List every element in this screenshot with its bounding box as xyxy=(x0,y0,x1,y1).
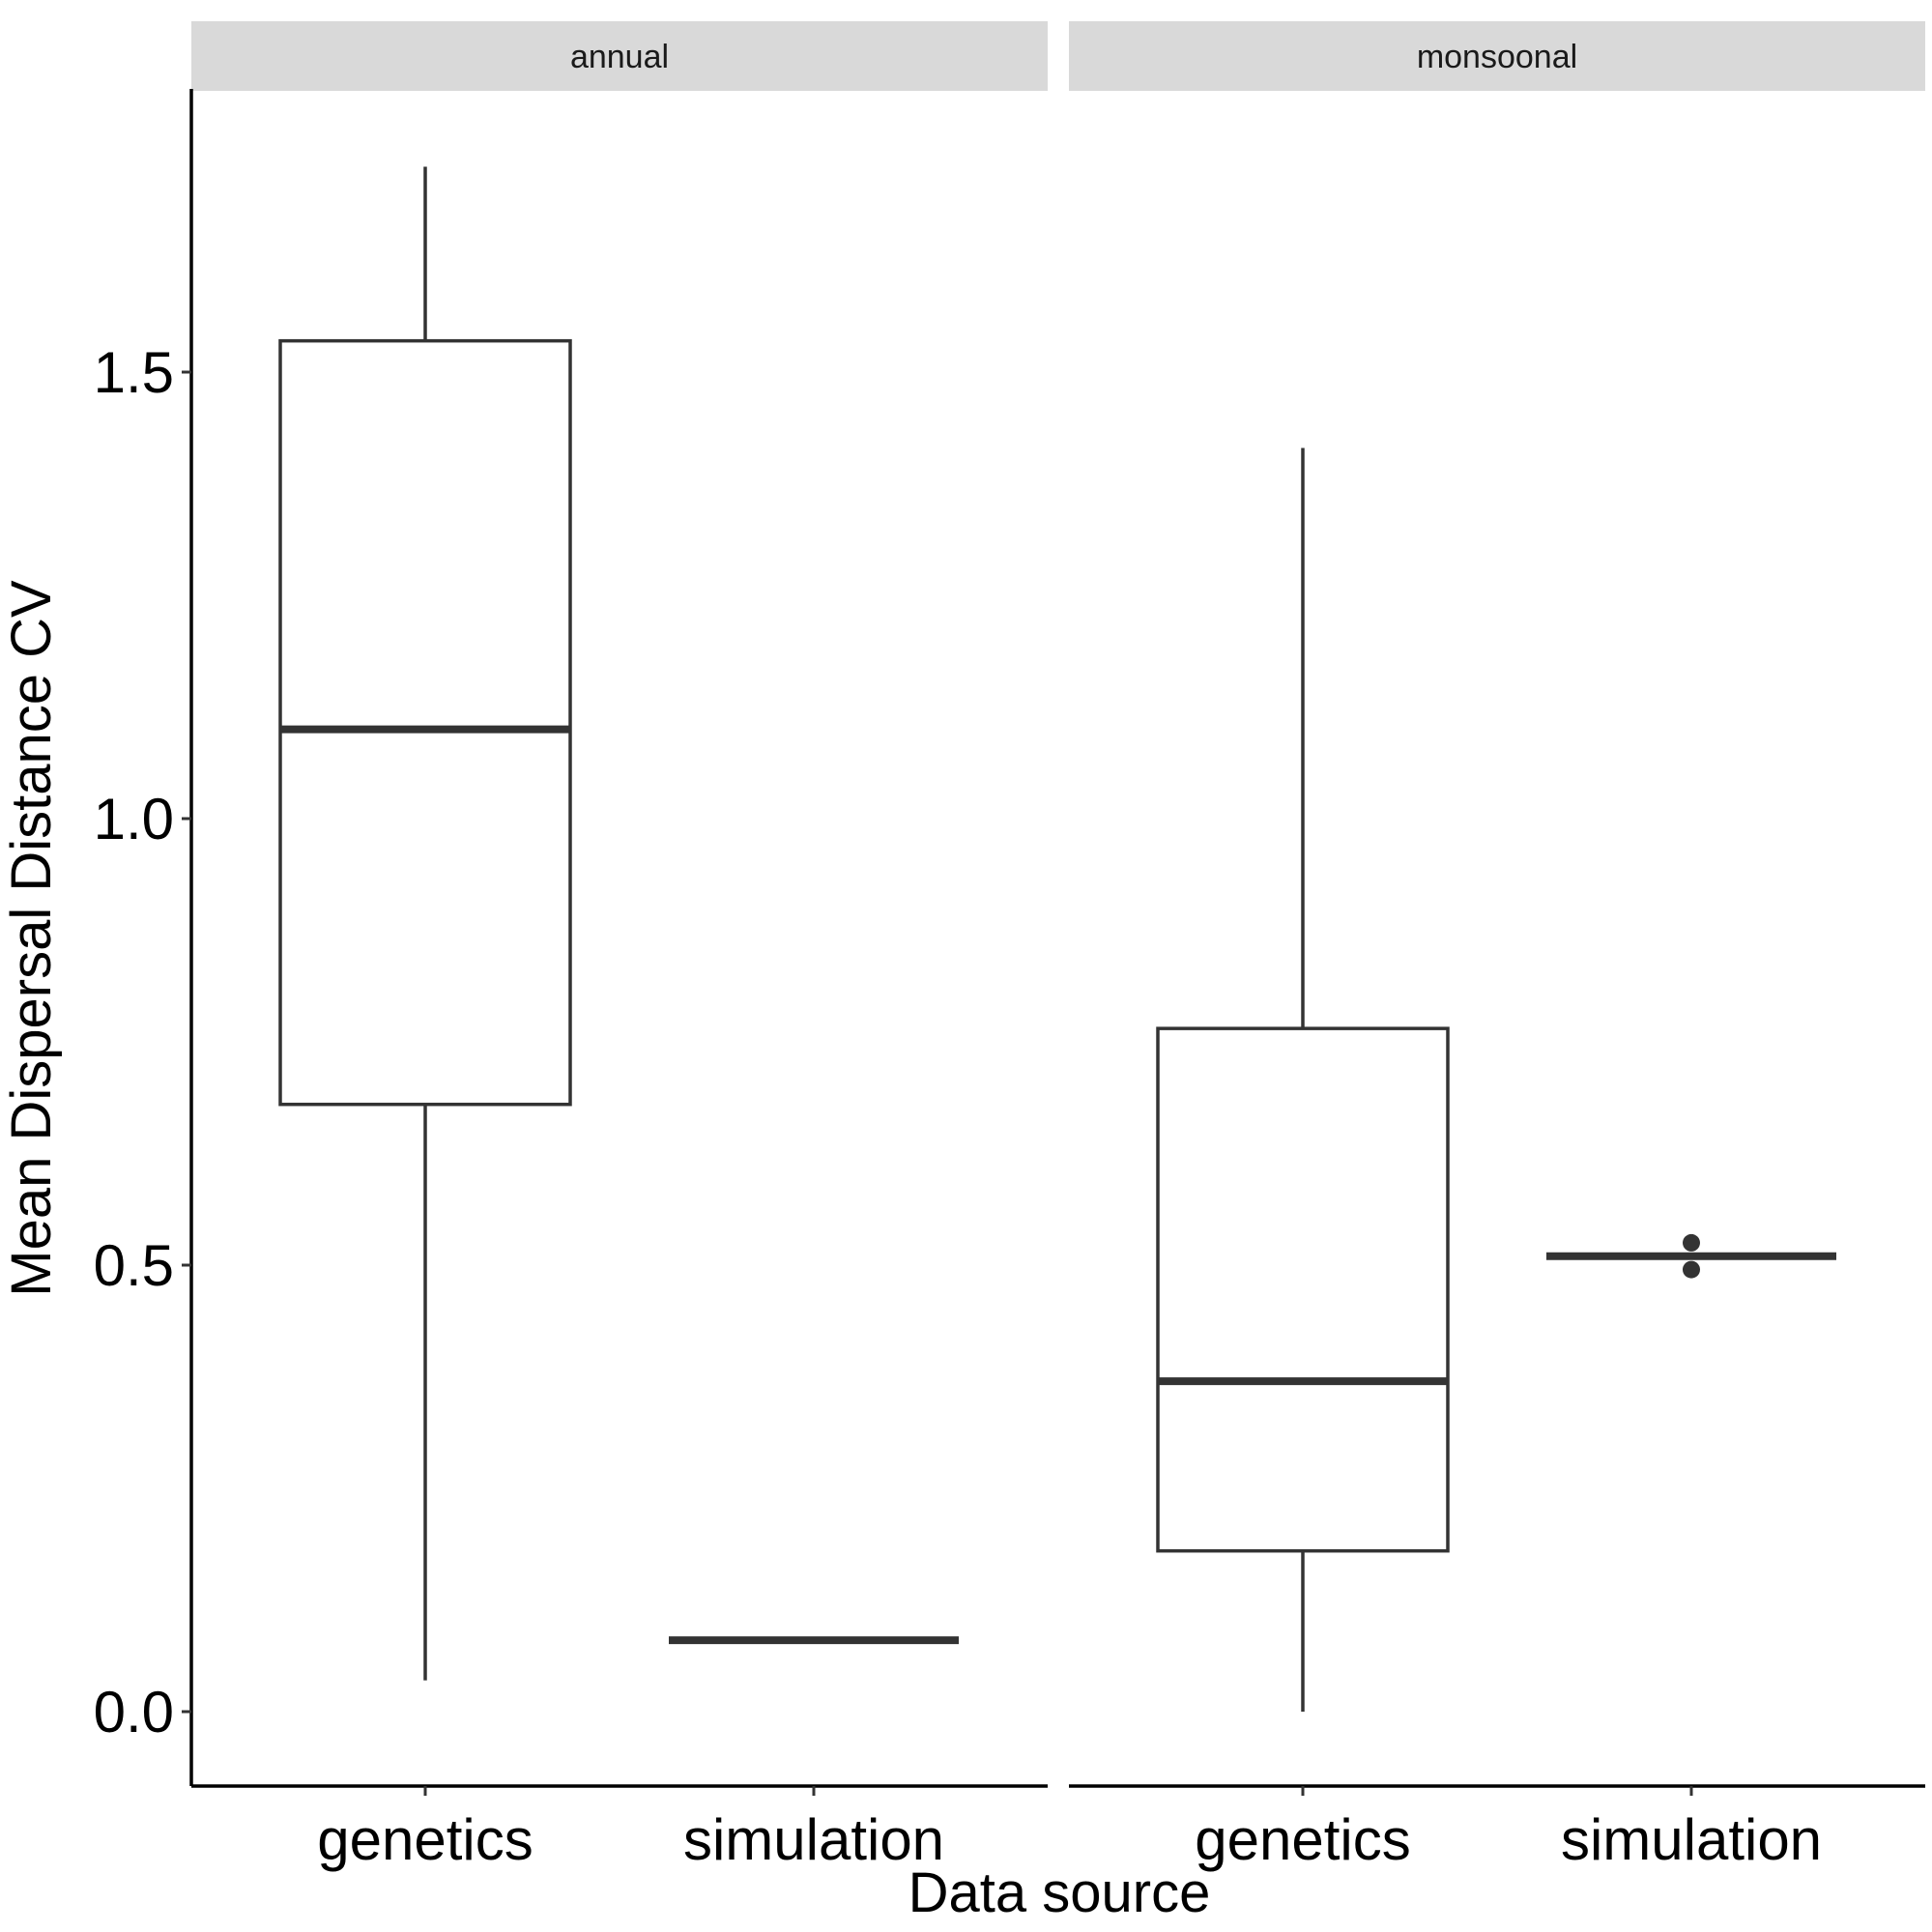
strip-background-annual xyxy=(191,21,1048,91)
strip-background-monsoonal xyxy=(1069,21,1925,91)
panel-monsoonal: monsoonal genetics simulation xyxy=(1069,21,1925,1872)
y-tick-label-1.0: 1.0 xyxy=(94,787,174,851)
strip-label-monsoonal: monsoonal xyxy=(1417,39,1577,75)
box-monsoonal-genetics xyxy=(1156,1026,1450,1553)
box-annual-genetics xyxy=(278,338,572,1107)
y-tick-label-0.0: 0.0 xyxy=(94,1680,174,1745)
panel-annual: annual 0.0 0.5 1.0 1.5 genetics simulation xyxy=(94,21,1048,1872)
x-tick-label-annual-simulation: simulation xyxy=(683,1807,944,1872)
x-tick-label-monsoonal-genetics: genetics xyxy=(1195,1807,1410,1872)
x-axis-title: Data source xyxy=(908,1861,1211,1924)
y-tick-label-0.5: 0.5 xyxy=(94,1233,174,1298)
outlier-monsoonal-simulation-1 xyxy=(1683,1260,1700,1279)
x-tick-label-annual-genetics: genetics xyxy=(317,1807,533,1872)
outlier-monsoonal-simulation-0 xyxy=(1683,1233,1700,1252)
y-tick-label-1.5: 1.5 xyxy=(94,340,174,405)
strip-label-annual: annual xyxy=(570,39,669,75)
x-tick-label-monsoonal-simulation: simulation xyxy=(1561,1807,1822,1872)
y-axis-title: Mean Dispersal Distance CV xyxy=(0,580,63,1297)
